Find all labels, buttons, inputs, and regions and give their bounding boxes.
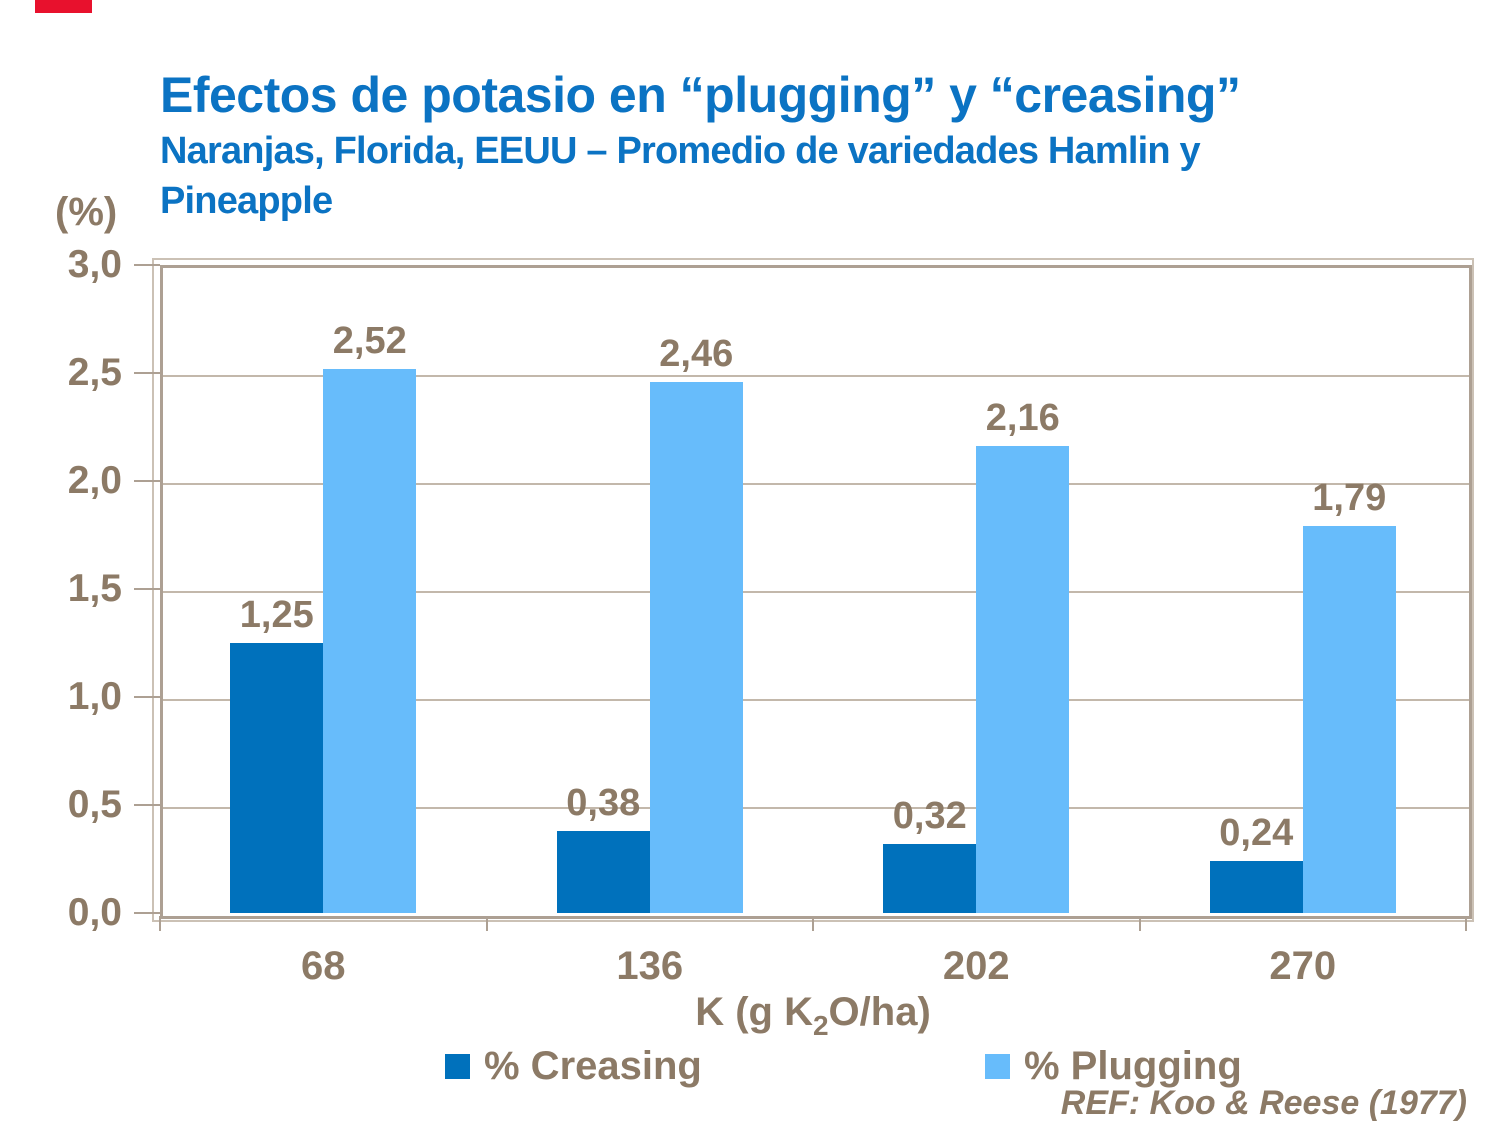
plugging-legend-swatch xyxy=(985,1053,1010,1079)
legend-item-plugging: % Plugging xyxy=(985,1043,1242,1089)
chart-subtitle: Naranjas, Florida, EEUU – Promedio de va… xyxy=(160,126,1360,226)
red-accent-bar xyxy=(35,0,92,13)
x-tick-mark xyxy=(1138,916,1141,931)
bar-plugging-136 xyxy=(649,381,743,913)
y-tick-mark xyxy=(134,912,160,914)
x-category-label-202: 202 xyxy=(942,944,1010,988)
bar-label-plugging-202: 2,16 xyxy=(985,397,1060,440)
gridline xyxy=(163,699,1469,701)
x-axis-title: K (g K2O/ha) xyxy=(513,990,1113,1042)
x-axis-title-post: O/ha) xyxy=(828,990,931,1034)
x-tick-mark xyxy=(1465,916,1467,931)
x-axis-title-subscript: 2 xyxy=(812,1010,829,1041)
bar-plugging-270 xyxy=(1302,526,1396,913)
reference-text: REF: Koo & Reese (1977) xyxy=(1060,1084,1467,1122)
gridline xyxy=(163,807,1469,809)
bar-plugging-202 xyxy=(976,446,1070,913)
bar-plugging-68 xyxy=(323,368,417,913)
legend-item-creasing: % Creasing xyxy=(445,1043,702,1089)
bar-creasing-270 xyxy=(1209,861,1303,913)
bar-label-plugging-136: 2,46 xyxy=(659,332,734,375)
y-tick-label: 2,5 xyxy=(67,351,122,394)
bar-label-plugging-270: 1,79 xyxy=(1312,477,1387,520)
x-tick-mark xyxy=(159,916,161,931)
x-tick-mark xyxy=(485,916,488,931)
gridline xyxy=(163,375,1469,377)
creasing-legend-swatch xyxy=(445,1053,470,1079)
y-tick-mark xyxy=(134,372,160,374)
gridline xyxy=(163,483,1469,485)
legend-label-creasing: % Creasing xyxy=(484,1043,702,1088)
y-tick-label: 3,0 xyxy=(67,243,122,286)
y-axis-unit-label: (%) xyxy=(55,190,118,234)
x-axis-title-pre: K (g K xyxy=(695,990,813,1034)
subtitle-line-2: Pineapple xyxy=(160,180,333,222)
legend-label-plugging: % Plugging xyxy=(1024,1043,1242,1088)
bar-creasing-202 xyxy=(883,843,977,913)
bar-label-plugging-68: 2,52 xyxy=(332,319,407,362)
chart-title: Efectos de potasio en “plugging” y “crea… xyxy=(160,67,1241,123)
x-category-label-270: 270 xyxy=(1269,944,1337,988)
gridline xyxy=(163,591,1469,593)
y-tick-mark xyxy=(134,804,160,806)
bar-label-creasing-68: 1,25 xyxy=(239,594,314,636)
bar-label-creasing-202: 0,32 xyxy=(892,794,967,837)
y-tick-mark xyxy=(134,696,160,698)
bar-label-creasing-136: 0,38 xyxy=(566,781,641,824)
y-tick-mark xyxy=(134,264,160,266)
y-tick-label: 1,0 xyxy=(67,675,122,718)
x-category-label-136: 136 xyxy=(616,944,684,988)
y-tick-label: 1,5 xyxy=(67,567,122,610)
bar-label-creasing-270: 0,24 xyxy=(1219,812,1294,855)
y-tick-label: 2,0 xyxy=(67,459,122,502)
y-tick-mark xyxy=(134,480,160,482)
y-tick-label: 0,0 xyxy=(67,891,122,934)
bar-creasing-136 xyxy=(556,830,650,913)
bar-creasing-68 xyxy=(230,643,324,913)
y-tick-label: 0,5 xyxy=(67,783,122,826)
x-tick-mark xyxy=(812,916,814,931)
y-tick-mark xyxy=(134,588,160,590)
x-category-label-68: 68 xyxy=(301,944,346,988)
subtitle-line-1: Naranjas, Florida, EEUU – Promedio de va… xyxy=(160,130,1201,172)
